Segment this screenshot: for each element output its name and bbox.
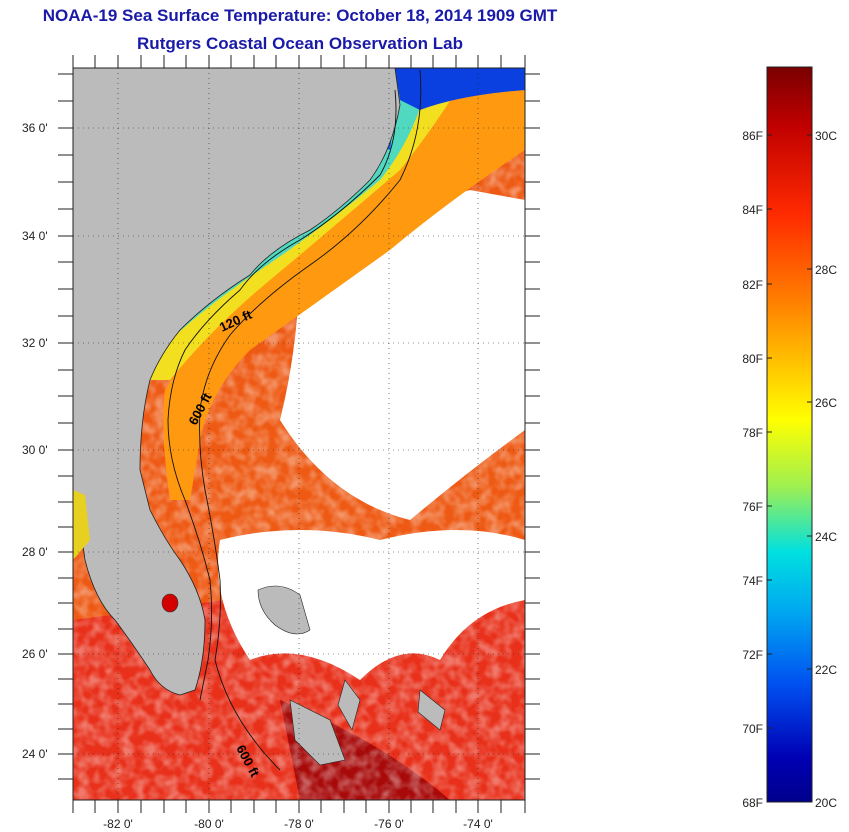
lat-label-28: 28 0' (22, 545, 48, 559)
color-scale-bar (766, 66, 813, 803)
lat-label-36: 36 0' (22, 121, 48, 135)
land-cuba-keys (289, 699, 346, 766)
axis-ticks (58, 55, 540, 813)
lat-label-24: 24 0' (22, 747, 48, 761)
lon-label-78: -78 0' (284, 817, 314, 831)
legend-f-70: 70F (742, 722, 763, 736)
map-title: NOAA-19 Sea Surface Temperature: October… (42, 6, 558, 25)
legend-c-20: 20C (815, 796, 837, 810)
legend-f-80: 80F (742, 352, 763, 366)
legend-f-84: 84F (742, 203, 763, 217)
map-subtitle: Rutgers Coastal Ocean Observation Lab (137, 34, 463, 53)
legend-f-86: 86F (742, 129, 763, 143)
legend-ticks (767, 134, 812, 729)
contour-600ft (199, 69, 422, 771)
lake-okeechobee (161, 593, 179, 613)
land-mainland (73, 68, 401, 696)
gulf-water-west (73, 490, 90, 560)
legend-celsius-labels: 30C 28C 26C 24C 22C 20C (815, 129, 837, 810)
legend-f-82: 82F (742, 278, 763, 292)
contour-120ft (167, 89, 397, 701)
legend-f-74: 74F (742, 574, 763, 588)
graticule (73, 68, 525, 800)
legend-c-22: 22C (815, 663, 837, 677)
lon-label-80: -80 0' (194, 817, 224, 831)
lat-label-30: 30 0' (22, 443, 48, 457)
legend-f-76: 76F (742, 500, 763, 514)
legend-c-28: 28C (815, 263, 837, 277)
legend-c-24: 24C (815, 530, 837, 544)
lat-label-32: 32 0' (22, 336, 48, 350)
legend-c-30: 30C (815, 129, 837, 143)
lon-label-74: -74 0' (463, 817, 493, 831)
lat-label-34: 34 0' (22, 229, 48, 243)
legend-f-72: 72F (742, 648, 763, 662)
longitude-labels: -82 0' -80 0' -78 0' -76 0' -74 0' (103, 817, 493, 831)
legend-c-26: 26C (815, 396, 837, 410)
land-bahamas-grand (257, 585, 311, 635)
shelf-water-warm (163, 68, 525, 500)
land-bahamas-east (417, 689, 446, 731)
legend-fahrenheit-labels: 86F 84F 82F 80F 78F 76F 74F 72F 70F 68F (742, 129, 763, 810)
latitude-labels: 36 0' 34 0' 32 0' 30 0' 28 0' 26 0' 24 0… (22, 121, 48, 761)
legend-f-68: 68F (742, 796, 763, 810)
cold-water-north (395, 68, 525, 110)
land-bahamas-andros (337, 679, 361, 731)
legend-f-78: 78F (742, 426, 763, 440)
lon-label-82: -82 0' (103, 817, 133, 831)
lon-label-76: -76 0' (374, 817, 404, 831)
lat-label-26: 26 0' (22, 647, 48, 661)
